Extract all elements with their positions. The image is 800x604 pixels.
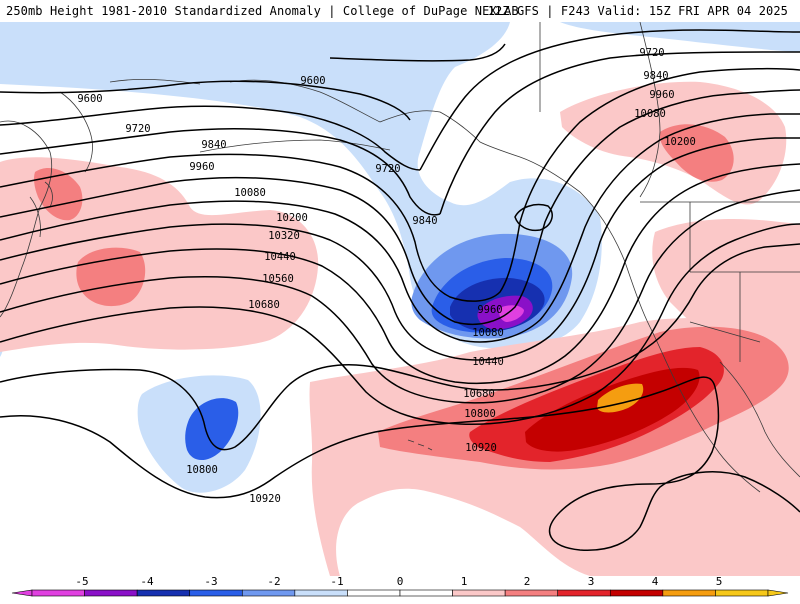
hawaii-islands [407,439,433,451]
height-contours [0,29,800,551]
contour-label: 10680 [248,299,280,311]
contour-label: 10080 [472,327,504,339]
contour-label: 9960 [477,304,502,316]
contour-label: 10800 [464,408,496,420]
contour-9960 [0,67,800,302]
kamchatka-coastline [59,91,93,173]
contour-label: 10680 [463,388,495,400]
contour-label: 10440 [264,251,296,263]
map-title: 250mb Height 1981-2010 Standardized Anom… [6,4,519,18]
colorbar-label: 1 [461,576,468,588]
colorbar-swatch [399,589,453,597]
colorbar-label: -2 [267,576,280,588]
mexico-coastline [719,361,800,478]
colorbar-label: -3 [204,576,217,588]
colorbar-swatch [767,589,789,597]
contour-label: 10320 [268,230,300,242]
colorbar: -5 -4 -3 -2 -1 0 1 2 3 4 5 [0,575,800,600]
border-lines [640,201,800,362]
contour-label: 9720 [125,123,150,135]
contour-label: 10080 [634,108,666,120]
contour-label: 9840 [643,70,668,82]
contour-label: 9960 [649,89,674,101]
colorbar-swatch [557,589,611,597]
anomaly-pos-south-patch [600,531,800,576]
colorbar-label: 0 [397,576,404,588]
contour-10800 [0,243,800,451]
colorbar-label: 3 [588,576,595,588]
contour-9840-east [439,51,800,215]
contour-9600-north [329,43,506,62]
contour-label: 10560 [262,273,294,285]
contour-10200 [0,113,800,343]
contour-label: 9840 [412,215,437,227]
anomaly-neg-northeast [560,22,800,52]
colorbar-label: 4 [652,576,659,588]
contour-9720-east [419,29,800,171]
contour-9600 [0,80,411,121]
alaska-coastline [379,110,761,493]
contour-10440 [0,163,800,385]
colorbar-label: 2 [524,576,531,588]
contour-label: 10920 [249,493,281,505]
contour-10320 [0,137,800,361]
aleutian-chain [199,139,391,153]
contour-closed-low-small [514,203,553,232]
colorbar-swatch [136,589,191,597]
anomaly-neg2-subtropical [185,398,239,461]
contour-label: 10200 [276,212,308,224]
colorbar-swatch [189,589,243,597]
contour-label: 9960 [189,161,214,173]
map-panel: 9600 9600 9720 9720 9720 9840 9840 9840 … [0,22,800,576]
contour-label: 10200 [664,136,696,148]
colorbar-label: -5 [75,576,88,588]
colorbar-swatch [11,589,33,597]
contour-10920 [0,376,800,551]
contour-label: 9720 [639,47,664,59]
contour-label: 10920 [465,442,497,454]
asia-coastline [0,120,53,318]
colorbar-swatch [84,589,138,597]
colorbar-swatch [504,589,559,597]
contour-label: 9600 [300,75,325,87]
contour-10560 [0,189,800,404]
contour-label: 9720 [375,163,400,175]
contour-label: 9840 [201,139,226,151]
contour-labels: 9600 9600 9720 9720 9720 9840 9840 9840 … [77,47,695,505]
contour-label: 10800 [186,464,218,476]
colorbar-swatch [31,589,85,597]
colorbar-swatches [11,589,789,597]
anomaly-neg5-core [499,305,524,322]
anomaly-shading [0,22,800,576]
model-run-info: 12Z GFS | F243 Valid: 15Z FRI APR 04 202… [487,4,788,18]
japan-coastline [29,181,53,238]
colorbar-swatch [241,589,296,597]
colorbar-swatch [294,589,348,597]
contour-9840 [0,127,441,216]
anomaly-pos2-canada [659,124,734,182]
contour-label: 10080 [234,187,266,199]
colorbar-swatch [662,589,716,597]
map-header: 250mb Height 1981-2010 Standardized Anom… [0,0,800,22]
colorbar-swatch [609,589,664,597]
colorbar-label: -1 [330,576,343,588]
contour-10080 [0,89,800,326]
colorbar-swatch [715,589,769,597]
contour-label: 10440 [472,356,504,368]
colorbar-label: -4 [140,576,154,588]
colorbar-swatch [347,589,401,597]
contour-label: 9600 [77,93,102,105]
contour-9720 [0,105,421,171]
colorbar-label: 5 [716,576,723,588]
colorbar-labels: -5 -4 -3 -2 -1 0 1 2 3 4 5 [75,575,723,588]
colorbar-swatch [452,589,506,597]
